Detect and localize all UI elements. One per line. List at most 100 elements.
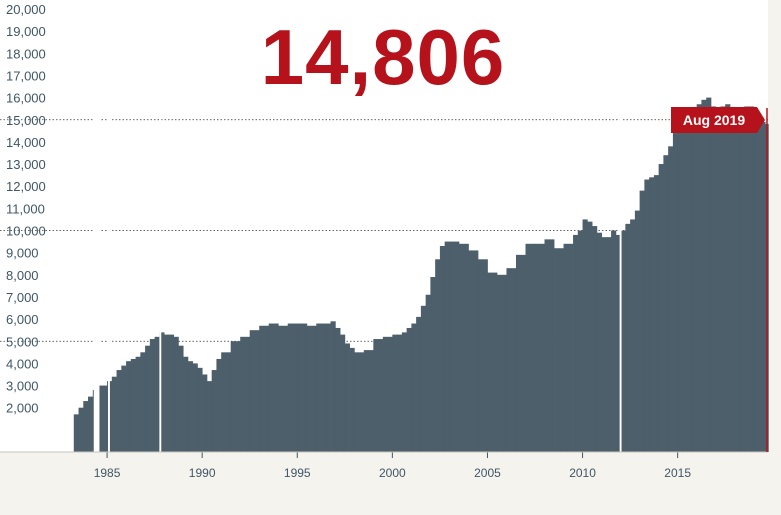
bar xyxy=(420,305,427,452)
y-tick-label: 7,000 xyxy=(6,290,39,305)
bar xyxy=(297,323,308,452)
bar xyxy=(439,246,446,452)
bar xyxy=(335,327,341,452)
bar xyxy=(344,343,350,452)
bar xyxy=(763,121,766,452)
x-tick-label: 1985 xyxy=(94,466,121,480)
bar xyxy=(397,334,403,452)
bar-gaps xyxy=(93,9,622,452)
x-axis: 1985 1990 1995 2000 2005 2010 2015 xyxy=(94,452,691,480)
bar xyxy=(544,239,555,452)
bar xyxy=(145,345,151,452)
bar xyxy=(216,358,222,452)
highlight-tag-pointer xyxy=(757,107,765,133)
bar xyxy=(164,334,170,452)
y-tick-label: 18,000 xyxy=(6,46,46,61)
bar xyxy=(720,106,726,453)
bar xyxy=(78,407,84,452)
bar xyxy=(582,219,588,452)
bar xyxy=(401,332,408,452)
y-tick-label: 3,000 xyxy=(6,379,39,394)
bar xyxy=(496,274,507,452)
bar xyxy=(734,113,740,452)
bar xyxy=(535,243,545,452)
bar xyxy=(349,347,355,452)
bar xyxy=(644,179,650,452)
bar xyxy=(97,385,103,452)
bar xyxy=(259,325,270,452)
y-tick-label: 4,000 xyxy=(6,356,39,371)
bar xyxy=(168,334,175,452)
bar xyxy=(159,332,165,452)
bar xyxy=(325,323,331,452)
bar xyxy=(178,345,184,452)
y-tick-label: 11,000 xyxy=(6,201,45,216)
bar xyxy=(477,259,488,452)
bar xyxy=(577,230,583,452)
y-tick-label: 2,000 xyxy=(6,401,39,416)
bar xyxy=(126,361,132,452)
x-tick-label: 1995 xyxy=(284,466,311,480)
bar xyxy=(183,356,189,452)
bar xyxy=(706,97,712,452)
bar xyxy=(116,370,122,452)
y-tick-label: 6,000 xyxy=(6,312,39,327)
bar xyxy=(611,230,617,452)
x-tick-label: 2000 xyxy=(379,466,406,480)
bar xyxy=(615,234,621,452)
bar xyxy=(406,327,412,452)
bar xyxy=(729,108,736,453)
bar xyxy=(154,336,160,452)
bar xyxy=(340,334,346,452)
bar xyxy=(487,272,498,452)
bar xyxy=(630,219,636,452)
bar xyxy=(620,230,626,452)
bar xyxy=(677,121,683,452)
bar xyxy=(701,99,707,452)
y-axis: 20,000 19,000 18,000 17,000 16,000 15,000 14,0… xyxy=(6,2,46,416)
bar xyxy=(306,325,317,452)
bar xyxy=(425,294,431,452)
bar xyxy=(211,370,217,452)
y-tick-label: 9,000 xyxy=(6,246,39,261)
x-tick-label: 1990 xyxy=(189,466,216,480)
bar xyxy=(696,104,702,453)
bar xyxy=(715,108,721,453)
bar xyxy=(639,190,645,452)
bar xyxy=(83,401,89,452)
bar xyxy=(330,321,336,452)
bar xyxy=(249,330,260,452)
bar xyxy=(748,106,755,453)
bar xyxy=(525,243,536,452)
bar xyxy=(687,128,693,453)
bar xyxy=(416,316,422,452)
bar xyxy=(625,223,631,452)
y-tick-label: 12,000 xyxy=(6,179,46,194)
bar xyxy=(149,339,156,452)
highlight-tag: Aug 2019 xyxy=(671,107,765,133)
bar xyxy=(725,104,731,453)
bar xyxy=(554,248,564,452)
bar xyxy=(88,396,94,452)
bar xyxy=(758,117,764,452)
bar xyxy=(73,414,79,452)
bar xyxy=(468,250,479,452)
bar-gap xyxy=(619,9,622,452)
bar xyxy=(173,336,179,452)
y-tick-label: 20,000 xyxy=(6,2,46,17)
bar xyxy=(268,323,279,452)
y-tick-label: 17,000 xyxy=(6,68,46,83)
bar xyxy=(668,146,674,452)
bar xyxy=(592,226,598,452)
bar xyxy=(411,323,417,452)
bar xyxy=(753,113,759,452)
bar xyxy=(316,323,327,452)
bar xyxy=(563,243,574,452)
x-tick-label: 2015 xyxy=(664,466,691,480)
y-tick-label: 16,000 xyxy=(6,91,46,106)
bar xyxy=(649,177,655,452)
y-tick-label: 10,000 xyxy=(6,224,46,239)
headline-value: 14,806 xyxy=(261,13,506,101)
bar xyxy=(230,341,241,452)
bar xyxy=(206,381,213,452)
